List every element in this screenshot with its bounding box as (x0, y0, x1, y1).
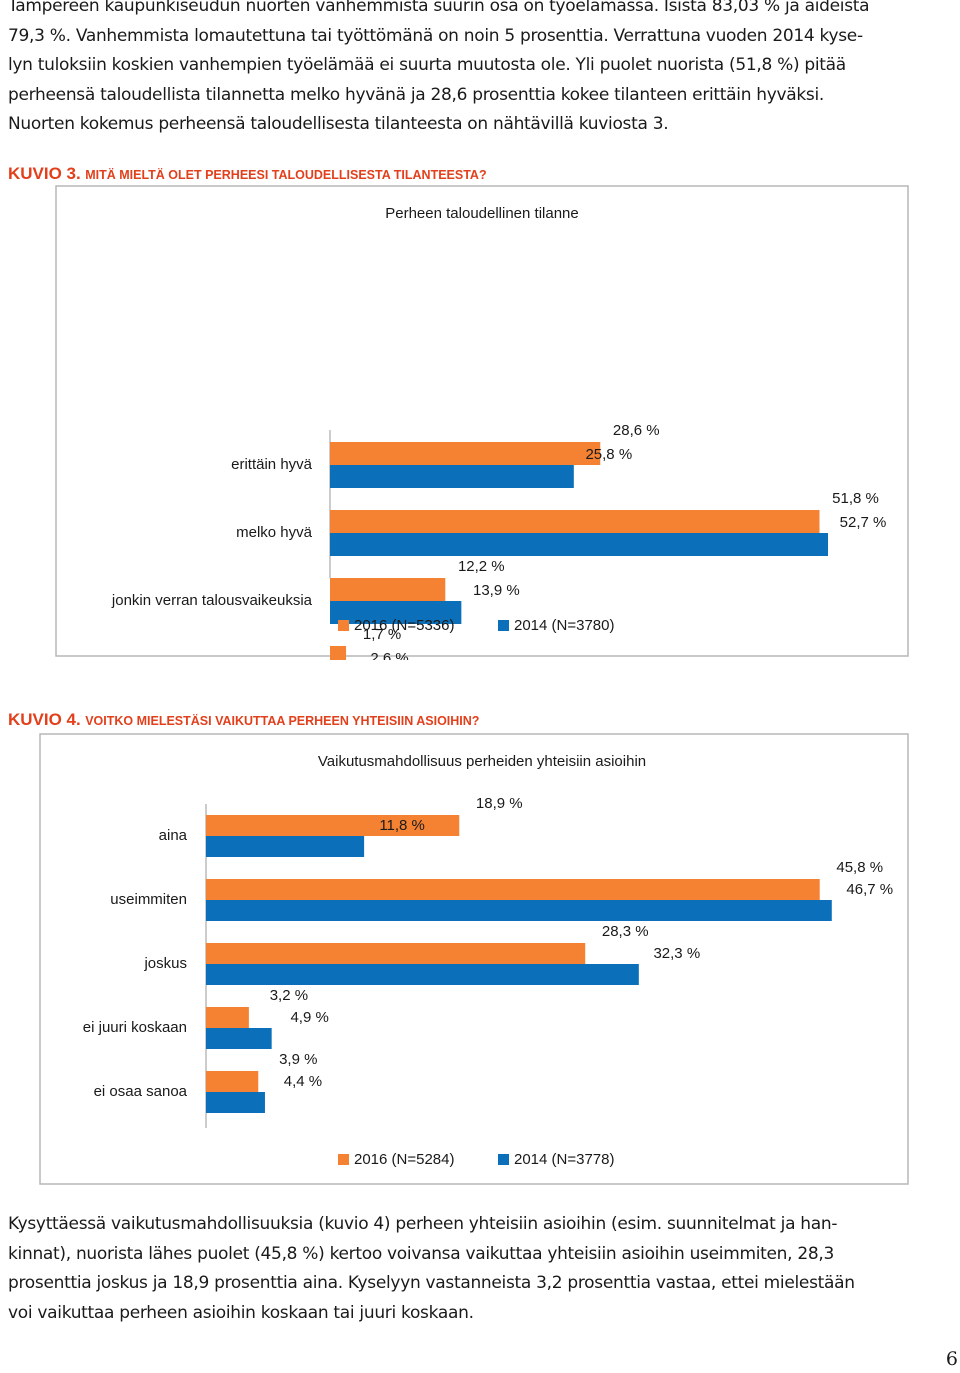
bar-series-b (330, 533, 829, 556)
bar-series-b (206, 1092, 265, 1113)
data-label: 12,2 % (458, 558, 505, 575)
bar-series-b (330, 601, 462, 624)
category-label: erittäin hyvä (231, 456, 313, 473)
data-label: 28,6 % (613, 422, 660, 439)
chart-economic-situation: Perheen taloudellinen tilanne erittäin hy… (55, 185, 909, 660)
data-label: 13,9 % (473, 582, 520, 599)
legend-label: 2016 (N=5284) (354, 1151, 455, 1168)
figure-4-number: KUVIO 4. (8, 710, 81, 729)
chart-title: Vaikutusmahdollisuus perheiden yhteisiin… (318, 753, 646, 770)
chart-frame (55, 185, 909, 657)
page-number: 6 (945, 1348, 958, 1370)
intro-line: 79,3 %. Vanhemmista lomautettuna tai työ… (8, 25, 863, 46)
outro-line: kinnat), nuorista lähes puolet (45,8 %) … (8, 1243, 834, 1264)
outro-line: prosenttia joskus ja 18,9 prosenttia ain… (8, 1273, 855, 1293)
bar-series-a (206, 879, 820, 900)
legend-swatch (498, 620, 509, 631)
category-label: melko hyvä (236, 524, 313, 541)
bar-series-b (330, 465, 574, 488)
chart-title: Perheen taloudellinen tilanne (385, 205, 578, 222)
category-label: jonkin verran talousvaikeuksia (111, 592, 313, 609)
legend-swatch (498, 1154, 509, 1165)
bar-series-b (206, 900, 832, 921)
intro-line: lyn tuloksiin koskien vanhempien työeläm… (8, 55, 846, 75)
bar-series-a (206, 943, 586, 964)
data-label: 3,9 % (279, 1051, 317, 1068)
data-label: 51,8 % (832, 490, 879, 507)
data-label: 28,3 % (602, 923, 649, 940)
figure-3-number: KUVIO 3. (8, 164, 81, 183)
category-label: ei juuri koskaan (83, 1019, 187, 1036)
legend-label: 2014 (N=3780) (514, 617, 615, 634)
category-label: joskus (143, 955, 187, 972)
figure-3-caption: KUVIO 3. MITÄ MIELTÄ OLET PERHEESI TALOU… (8, 164, 487, 184)
bar-series-a (330, 578, 446, 601)
data-label: 52,7 % (840, 514, 887, 531)
category-label: ei osaa sanoa (94, 1083, 188, 1100)
data-label: 4,4 % (284, 1073, 322, 1090)
chart-family-influence: Vaikutusmahdollisuus perheiden yhteisiin… (39, 733, 909, 1185)
figure-3-caption-text: MITÄ MIELTÄ OLET PERHEESI TALOUDELLISEST… (85, 168, 487, 182)
bar-series-a (206, 1007, 249, 1028)
outro-paragraph: Kysyttäessä vaikutusmahdollisuuksia (kuv… (8, 1210, 958, 1328)
bar-series-a (206, 815, 460, 836)
data-label: 3,2 % (270, 987, 308, 1004)
intro-line: perheensä taloudellista tilannetta melko… (8, 84, 825, 105)
data-label: 2,6 % (370, 650, 408, 660)
data-label: 46,7 % (846, 881, 893, 898)
outro-line: Kysyttäessä vaikutusmahdollisuuksia (kuv… (8, 1214, 838, 1234)
bar-series-a (206, 1071, 259, 1092)
data-label: 1,7 % (363, 626, 401, 643)
intro-paragraph: Tampereen kaupunkiseudun nuorten vanhemm… (8, 0, 958, 140)
category-label: useimmiten (110, 891, 187, 908)
data-label: 32,3 % (653, 945, 700, 962)
data-label: 11,8 % (379, 817, 425, 834)
bar-series-a (330, 510, 820, 533)
intro-line: Nuorten kokemus perheensä taloudellisest… (8, 114, 669, 134)
figure-4-caption: KUVIO 4. VOITKO MIELESTÄSI VAIKUTTAA PER… (8, 710, 479, 730)
bar-series-a (330, 646, 347, 660)
bar-series-b (206, 964, 639, 985)
legend-label: 2016 (N=5336) (354, 617, 455, 634)
intro-line: Tampereen kaupunkiseudun nuorten vanhemm… (8, 0, 870, 16)
data-label: 25,8 % (585, 446, 632, 463)
figure-4-caption-text: VOITKO MIELESTÄSI VAIKUTTAA PERHEEN YHTE… (85, 714, 480, 728)
data-label: 45,8 % (836, 859, 883, 876)
bar-series-b (206, 1028, 272, 1049)
outro-line: voi vaikuttaa perheen asioihin koskaan t… (8, 1302, 474, 1323)
legend-swatch (338, 620, 349, 631)
data-label: 4,9 % (290, 1009, 328, 1026)
bar-series-b (206, 836, 365, 857)
legend-swatch (338, 1154, 349, 1165)
data-label: 18,9 % (476, 795, 523, 812)
category-label: aina (159, 827, 188, 844)
legend-label: 2014 (N=3778) (514, 1151, 615, 1168)
bar-series-a (330, 442, 601, 465)
